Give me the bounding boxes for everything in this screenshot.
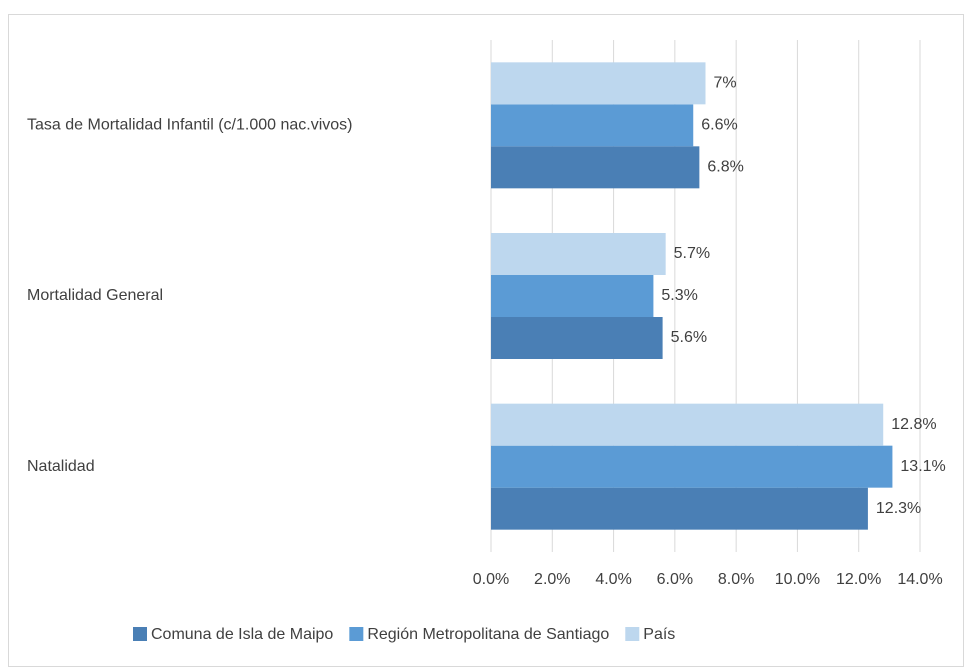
- category-label: Tasa de Mortalidad Infantil (c/1.000 nac…: [27, 117, 353, 134]
- x-tick-label: 4.0%: [595, 571, 631, 588]
- value-label: 7%: [714, 75, 737, 92]
- value-label: 6.8%: [707, 159, 743, 176]
- value-label: 13.1%: [900, 458, 945, 475]
- legend-label: Comuna de Isla de Maipo: [151, 626, 333, 643]
- x-tick-label: 10.0%: [775, 571, 820, 588]
- bar: [491, 487, 868, 530]
- x-tick-label: 2.0%: [534, 571, 570, 588]
- legend-swatch: [349, 627, 364, 641]
- category-label: Natalidad: [27, 458, 95, 475]
- bar: [491, 317, 663, 359]
- bar: [491, 104, 694, 147]
- bar: [491, 403, 884, 446]
- value-label: 6.6%: [701, 117, 737, 134]
- legend-label: Región Metropolitana de Santiago: [367, 626, 609, 643]
- bar: [491, 275, 654, 317]
- bar: [491, 233, 666, 275]
- bar: [491, 445, 893, 488]
- x-tick-label: 6.0%: [657, 571, 693, 588]
- legend-swatch: [133, 627, 147, 641]
- bar: [491, 146, 700, 189]
- legend-swatch: [625, 627, 640, 641]
- category-label: Mortalidad General: [27, 287, 163, 304]
- legend-label: País: [643, 626, 675, 643]
- x-tick-label: 0.0%: [473, 571, 509, 588]
- value-label: 5.3%: [661, 287, 697, 304]
- x-tick-label: 12.0%: [836, 571, 881, 588]
- bar: [491, 62, 706, 105]
- value-label: 12.3%: [876, 500, 921, 517]
- chart-border: [8, 14, 964, 667]
- x-tick-label: 8.0%: [718, 571, 754, 588]
- value-label: 5.7%: [674, 245, 710, 262]
- value-label: 12.8%: [891, 416, 936, 433]
- value-label: 5.6%: [671, 329, 707, 346]
- x-tick-label: 14.0%: [897, 571, 942, 588]
